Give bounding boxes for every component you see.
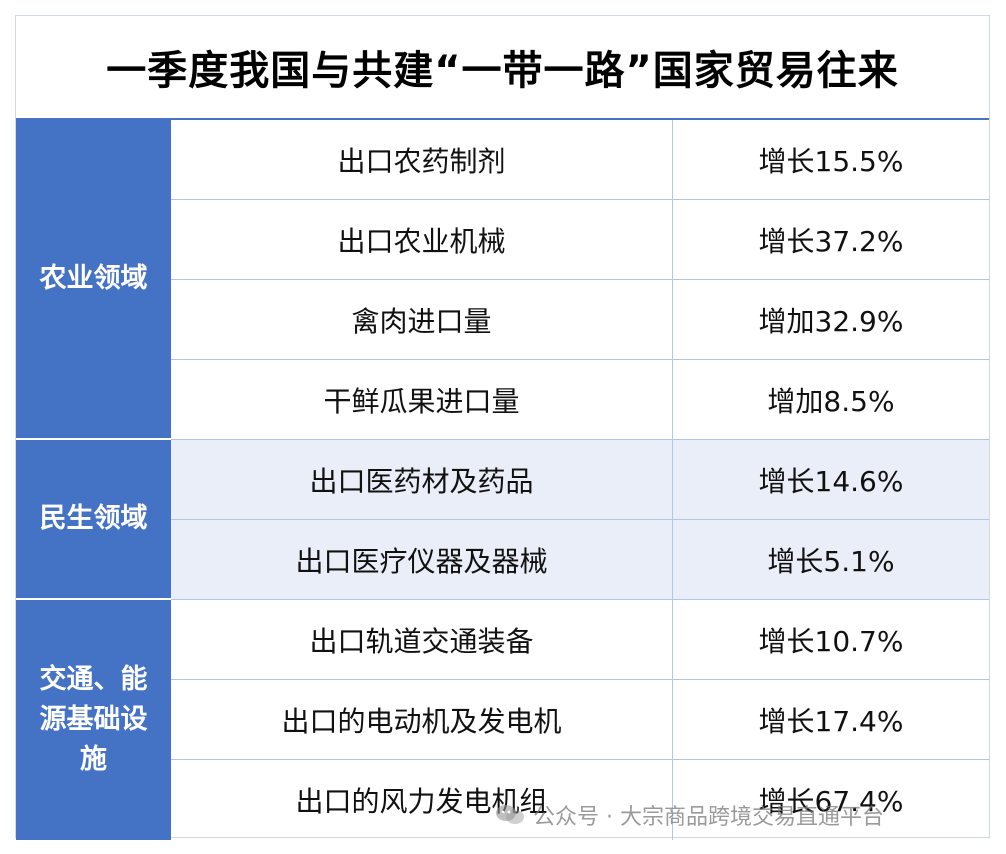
value-cell: 增长37.2% xyxy=(758,224,904,258)
watermark: 公众号 · 大宗商品跨境交易直通平台 xyxy=(495,798,884,832)
table-row: 出口农业机械 增长37.2% xyxy=(171,200,989,280)
table-frame: 一季度我国与共建“一带一路”国家贸易往来 农业领域 民生领域 交通、能源基础设施… xyxy=(15,15,990,840)
table-row: 出口的电动机及发电机 增长17.4% xyxy=(171,680,989,760)
table-row: 出口农药制剂 增长15.5% xyxy=(171,120,989,200)
item-cell: 出口农药制剂 xyxy=(171,120,673,199)
table-row: 出口医疗仪器及器械 增长5.1% xyxy=(171,520,989,600)
watermark-text: 公众号 · 大宗商品跨境交易直通平台 xyxy=(533,805,884,830)
item-cell: 出口医疗仪器及器械 xyxy=(171,520,673,599)
item-cell: 出口轨道交通装备 xyxy=(171,600,673,679)
table-row: 干鲜瓜果进口量 增加8.5% xyxy=(171,360,989,440)
value-cell: 增加8.5% xyxy=(767,384,895,418)
category-label: 交通、能源基础设施 xyxy=(39,664,148,775)
value-cell: 增长10.7% xyxy=(758,624,904,658)
page-title: 一季度我国与共建“一带一路”国家贸易往来 xyxy=(106,48,899,94)
value-cell: 增长14.6% xyxy=(758,464,904,498)
wechat-icon xyxy=(495,803,525,827)
table-row: 禽肉进口量 增加32.9% xyxy=(171,280,989,360)
item-cell: 出口医药材及药品 xyxy=(171,440,673,519)
category-transport-energy: 交通、能源基础设施 xyxy=(16,600,171,840)
category-livelihood: 民生领域 xyxy=(16,440,171,600)
value-cell: 增长5.1% xyxy=(767,544,895,578)
item-cell: 禽肉进口量 xyxy=(171,280,673,359)
value-cell: 增长15.5% xyxy=(758,144,904,178)
value-cell: 增长17.4% xyxy=(758,704,904,738)
table-row: 出口医药材及药品 增长14.6% xyxy=(171,440,989,520)
value-cell: 增加32.9% xyxy=(758,304,904,338)
value-cell: 增长67.4% xyxy=(758,785,904,818)
data-table: 农业领域 民生领域 交通、能源基础设施 出口农药制剂 增长15.5% 出口农业机… xyxy=(16,118,989,840)
category-label: 农业领域 xyxy=(39,263,148,294)
item-cell: 干鲜瓜果进口量 xyxy=(171,360,673,439)
category-label: 民生领域 xyxy=(39,503,148,534)
item-cell: 出口的电动机及发电机 xyxy=(171,680,673,759)
item-cell: 出口农业机械 xyxy=(171,200,673,279)
table-row: 出口轨道交通装备 增长10.7% xyxy=(171,600,989,680)
category-agriculture: 农业领域 xyxy=(16,120,171,440)
